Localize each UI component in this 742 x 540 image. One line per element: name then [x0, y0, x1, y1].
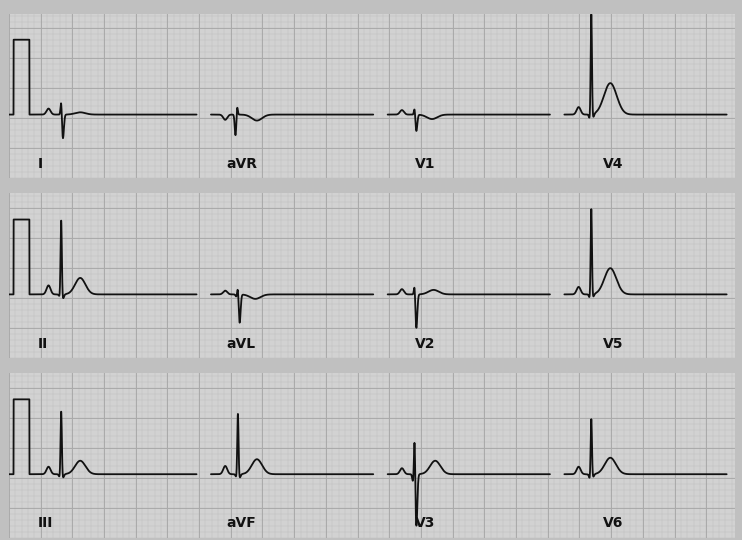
- Text: aVR: aVR: [226, 157, 257, 171]
- Text: V3: V3: [415, 516, 435, 530]
- Text: V5: V5: [603, 336, 624, 350]
- Text: aVL: aVL: [226, 336, 255, 350]
- Text: V1: V1: [415, 157, 435, 171]
- Text: V4: V4: [603, 157, 624, 171]
- Text: II: II: [37, 336, 47, 350]
- Text: I: I: [37, 157, 42, 171]
- Text: V2: V2: [415, 336, 435, 350]
- Text: III: III: [37, 516, 53, 530]
- Text: aVF: aVF: [226, 516, 256, 530]
- Text: V6: V6: [603, 516, 623, 530]
